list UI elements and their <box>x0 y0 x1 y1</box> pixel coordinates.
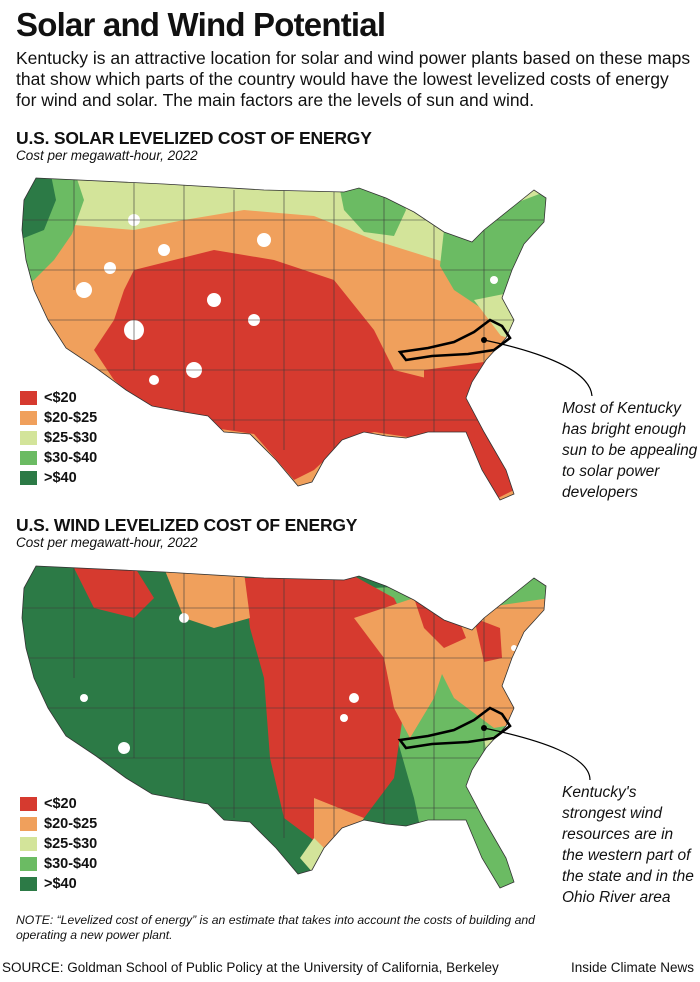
page-title: Solar and Wind Potential <box>16 6 386 43</box>
wind-callout: Kentucky's strongest wind resources are … <box>562 784 694 906</box>
legend-swatch <box>20 451 37 465</box>
legend-item: $20-$25 <box>20 814 150 834</box>
legend-label: $25-$30 <box>44 836 98 852</box>
kentucky-marker <box>481 337 487 343</box>
legend-item: $30-$40 <box>20 854 150 874</box>
legend-label: $30-$40 <box>44 450 98 466</box>
solar-map-subheading: Cost per megawatt-hour, 2022 <box>16 148 198 163</box>
legend-swatch <box>20 797 37 811</box>
solar-map <box>14 170 550 506</box>
legend-item: $30-$40 <box>20 448 150 468</box>
legend-swatch <box>20 431 37 445</box>
legend-label: $20-$25 <box>44 410 98 426</box>
wind-map-subheading: Cost per megawatt-hour, 2022 <box>16 535 198 550</box>
solar-legend: <$20 $20-$25 $25-$30 $30-$40 >$40 <box>20 388 150 488</box>
solar-map-heading: U.S. SOLAR LEVELIZED COST OF ENERGY <box>16 128 372 148</box>
legend-swatch <box>20 471 37 485</box>
footnote: NOTE: “Levelized cost of energy” is an e… <box>16 913 535 942</box>
legend-label: >$40 <box>44 470 77 486</box>
legend-item: <$20 <box>20 794 150 814</box>
legend-label: $20-$25 <box>44 816 98 832</box>
legend-item: $25-$30 <box>20 834 150 854</box>
kentucky-outline <box>397 318 512 362</box>
legend-label: <$20 <box>44 390 77 406</box>
legend-label: $25-$30 <box>44 430 98 446</box>
legend-swatch <box>20 391 37 405</box>
legend-item: $20-$25 <box>20 408 150 428</box>
wind-map-heading: U.S. WIND LEVELIZED COST OF ENERGY <box>16 515 358 535</box>
legend-swatch <box>20 837 37 851</box>
legend-label: >$40 <box>44 876 77 892</box>
legend-swatch <box>20 817 37 831</box>
kentucky-outline <box>397 706 512 750</box>
wind-legend: <$20 $20-$25 $25-$30 $30-$40 >$40 <box>20 794 150 894</box>
legend-item: >$40 <box>20 874 150 894</box>
source-line: SOURCE: Goldman School of Public Policy … <box>2 960 499 975</box>
kentucky-marker <box>481 725 487 731</box>
legend-swatch <box>20 877 37 891</box>
legend-item: <$20 <box>20 388 150 408</box>
legend-swatch <box>20 857 37 871</box>
legend-swatch <box>20 411 37 425</box>
legend-label: $30-$40 <box>44 856 98 872</box>
intro-text: Kentucky is an attractive location for s… <box>16 48 691 110</box>
wind-map <box>14 558 550 894</box>
legend-item: >$40 <box>20 468 150 488</box>
credit-line: Inside Climate News <box>570 960 694 975</box>
solar-callout: Most of Kentucky has bright enough sun t… <box>562 400 698 501</box>
solar-map-graphic <box>21 177 547 501</box>
legend-label: <$20 <box>44 796 77 812</box>
wind-map-graphic <box>21 565 547 889</box>
legend-item: $25-$30 <box>20 428 150 448</box>
